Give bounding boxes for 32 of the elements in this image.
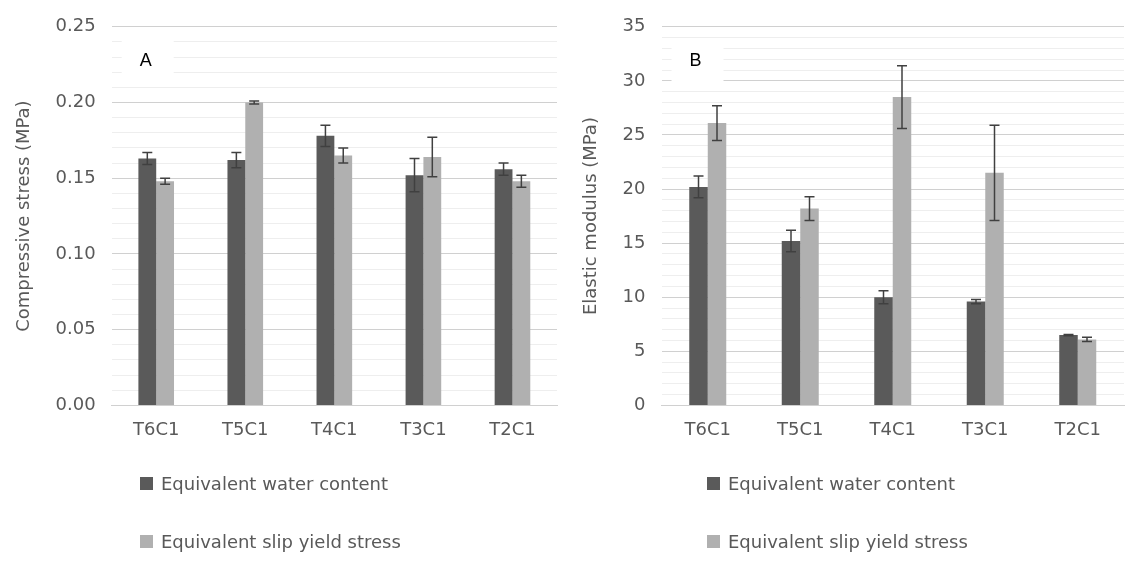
- annotation: B: [689, 49, 702, 70]
- y-tick-label: 0.25: [55, 14, 96, 36]
- legend-label: Equivalent slip yield stress: [161, 530, 401, 552]
- y-tick-label: 35: [622, 14, 646, 36]
- y-tick-label: 10: [622, 284, 646, 306]
- x-tick-label: T4C1: [868, 417, 916, 439]
- y-tick-label: 0.10: [55, 241, 96, 263]
- y-tick-label: 0.00: [55, 393, 96, 415]
- y-tick-label: 15: [622, 230, 646, 252]
- x-tick-label: T3C1: [961, 417, 1009, 439]
- x-tick-label: T2C1: [1053, 417, 1101, 439]
- y-tick-label: 0: [634, 393, 646, 415]
- y-tick-label: 30: [622, 68, 646, 90]
- x-tick-label: T6C1: [131, 417, 180, 439]
- y-axis-title: Compressive stress (MPa): [12, 100, 34, 332]
- y-axis-title: Elastic modulus (MPa): [579, 117, 601, 316]
- x-tick-label: T3C1: [399, 417, 447, 439]
- y-tick-label: 0.15: [55, 165, 96, 187]
- legend-label: Equivalent water content: [161, 472, 389, 494]
- y-tick-label: 20: [622, 176, 646, 198]
- y-tick-label: 5: [634, 338, 646, 360]
- y-tick-label: 0.20: [55, 90, 96, 112]
- y-tick-label: 0.05: [55, 317, 96, 339]
- x-tick-label: T2C1: [488, 417, 536, 439]
- x-tick-label: T6C1: [683, 417, 731, 439]
- x-tick-label: T5C1: [221, 417, 269, 439]
- legend-label: Equivalent slip yield stress: [728, 530, 968, 552]
- legend-label: Equivalent water content: [728, 472, 956, 494]
- x-tick-label: T4C1: [310, 417, 358, 439]
- annotation: A: [139, 49, 152, 70]
- y-tick-label: 25: [622, 122, 646, 144]
- x-tick-label: T5C1: [776, 417, 824, 439]
